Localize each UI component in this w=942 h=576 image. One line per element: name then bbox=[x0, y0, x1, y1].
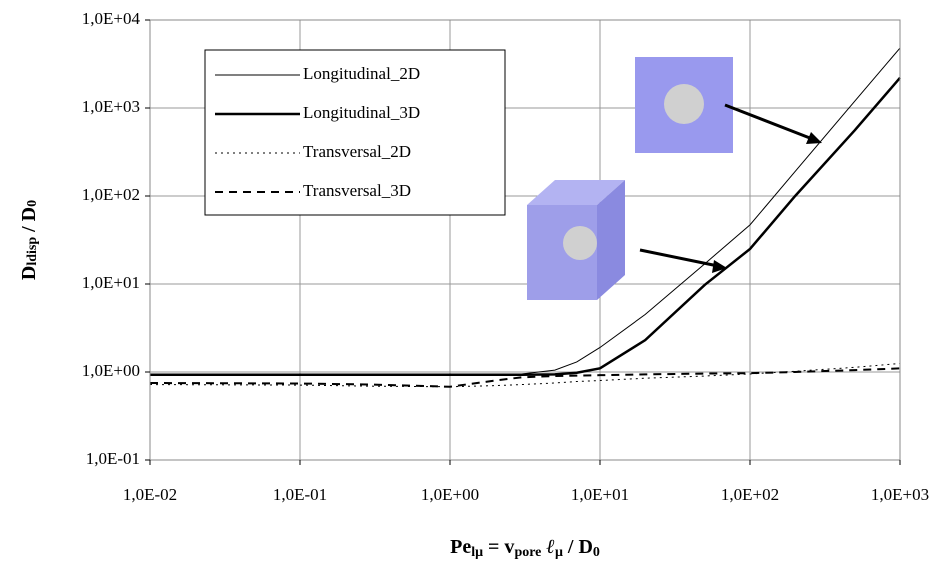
x-label-part: Pe bbox=[450, 536, 471, 558]
y-tick-label: 1,0E+01 bbox=[82, 273, 140, 292]
x-tick-label: 1,0E+02 bbox=[721, 485, 779, 504]
x-axis-label: Pelμ = vpore ℓμ / D0 bbox=[450, 536, 600, 561]
legend-label: Longitudinal_3D bbox=[303, 103, 420, 122]
x-tick-label: 1,0E+01 bbox=[571, 485, 629, 504]
y-tick-label: 1,0E+02 bbox=[82, 185, 140, 204]
x-tick-label: 1,0E-02 bbox=[123, 485, 177, 504]
legend-label: Transversal_3D bbox=[303, 181, 411, 200]
plot-frame bbox=[149, 19, 901, 461]
x-label-sub: μ bbox=[555, 545, 563, 560]
x-tick-label: 1,0E-01 bbox=[273, 485, 327, 504]
arrow-head bbox=[712, 260, 727, 273]
legend-label: Longitudinal_2D bbox=[303, 64, 420, 83]
legend-label: Transversal_2D bbox=[303, 142, 411, 161]
y-label-part: D bbox=[18, 266, 40, 280]
x-label-sub: 0 bbox=[593, 545, 600, 560]
series-line bbox=[150, 77, 901, 377]
x-tick-label: 1,0E+00 bbox=[421, 485, 479, 504]
inset-3d bbox=[527, 180, 727, 300]
legend-box bbox=[204, 49, 506, 216]
arrow bbox=[639, 248, 719, 268]
y-tick-label: 1,0E+00 bbox=[82, 361, 140, 380]
circle bbox=[664, 84, 704, 124]
arrow bbox=[724, 103, 816, 142]
cube-side bbox=[597, 180, 625, 300]
y-tick-label: 1,0E+04 bbox=[82, 9, 141, 28]
y-tick-label: 1,0E-01 bbox=[86, 449, 140, 468]
ticks: 1,0E-01 1,0E+00 1,0E+01 1,0E+02 1,0E+03 1,0E+… bbox=[82, 9, 929, 504]
y-label-part: / D bbox=[18, 207, 40, 237]
lines bbox=[149, 47, 901, 388]
x-tick-label: 1,0E+03 bbox=[871, 485, 929, 504]
x-label-part: / D bbox=[563, 536, 593, 558]
x-label-part: = v bbox=[483, 536, 514, 558]
series-line bbox=[149, 367, 901, 388]
y-label-sub: 0 bbox=[25, 200, 40, 207]
x-label-sub: pore bbox=[514, 545, 541, 560]
legend: Longitudinal_2D Longitudinal_3D Transversa… bbox=[204, 49, 506, 216]
y-axis-label: Dldisp / D0 bbox=[18, 200, 41, 280]
arrow-head bbox=[806, 132, 822, 144]
x-label-sub: lμ bbox=[471, 545, 483, 560]
y-label-sub: ldisp bbox=[25, 237, 40, 266]
x-label-part: ℓ bbox=[541, 536, 555, 558]
inset-2d bbox=[635, 57, 822, 153]
sphere bbox=[563, 226, 597, 260]
cube-top bbox=[527, 180, 625, 205]
y-tick-label: 1,0E+03 bbox=[82, 97, 140, 116]
